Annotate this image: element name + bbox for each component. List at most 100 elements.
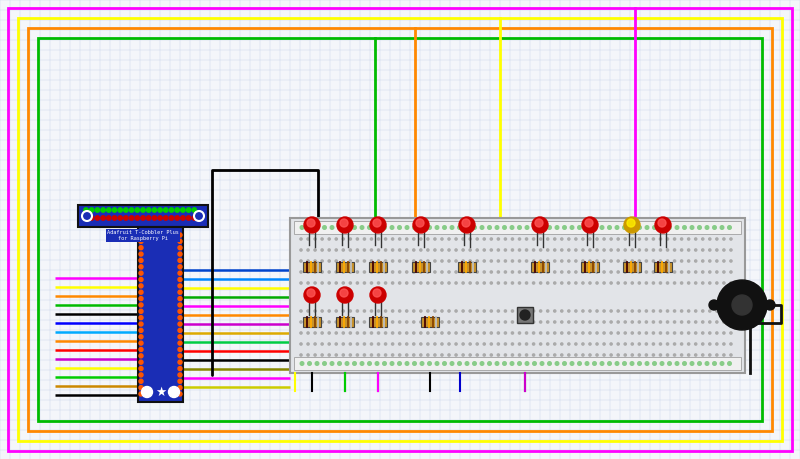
Circle shape <box>646 343 647 345</box>
Bar <box>531 262 549 272</box>
Circle shape <box>382 362 386 365</box>
Circle shape <box>674 354 676 356</box>
Circle shape <box>723 321 725 323</box>
Circle shape <box>441 332 443 334</box>
Circle shape <box>578 362 582 365</box>
Circle shape <box>596 321 598 323</box>
Circle shape <box>370 310 373 312</box>
Circle shape <box>483 321 486 323</box>
Circle shape <box>659 282 662 284</box>
Circle shape <box>730 343 732 345</box>
Circle shape <box>370 249 373 251</box>
Circle shape <box>631 354 634 356</box>
Circle shape <box>681 282 682 284</box>
Circle shape <box>582 354 584 356</box>
Circle shape <box>321 332 323 334</box>
Circle shape <box>406 282 408 284</box>
Circle shape <box>307 321 309 323</box>
Circle shape <box>555 362 558 365</box>
Circle shape <box>596 332 598 334</box>
Circle shape <box>353 226 356 230</box>
Circle shape <box>321 343 323 345</box>
Circle shape <box>578 226 582 230</box>
Circle shape <box>687 260 690 262</box>
Circle shape <box>723 282 725 284</box>
Circle shape <box>385 321 386 323</box>
Circle shape <box>561 332 563 334</box>
Circle shape <box>561 238 563 240</box>
Circle shape <box>603 271 605 273</box>
Circle shape <box>373 289 381 297</box>
Circle shape <box>164 208 168 212</box>
Circle shape <box>652 249 654 251</box>
Circle shape <box>448 282 450 284</box>
Circle shape <box>178 373 182 377</box>
Circle shape <box>139 373 143 377</box>
Circle shape <box>462 260 464 262</box>
Circle shape <box>441 321 443 323</box>
Circle shape <box>405 226 409 230</box>
Circle shape <box>101 208 106 212</box>
Circle shape <box>300 282 302 284</box>
Circle shape <box>638 362 642 365</box>
Circle shape <box>709 271 711 273</box>
Circle shape <box>546 321 549 323</box>
Circle shape <box>141 208 146 212</box>
Circle shape <box>483 282 486 284</box>
Circle shape <box>490 260 493 262</box>
Circle shape <box>638 310 641 312</box>
Circle shape <box>526 249 528 251</box>
Circle shape <box>363 238 366 240</box>
Circle shape <box>370 217 386 233</box>
Circle shape <box>586 226 589 230</box>
Circle shape <box>582 343 584 345</box>
Circle shape <box>90 216 94 220</box>
Circle shape <box>574 249 577 251</box>
Circle shape <box>668 226 671 230</box>
Bar <box>581 262 599 272</box>
Circle shape <box>192 216 197 220</box>
Circle shape <box>539 238 542 240</box>
Circle shape <box>398 310 401 312</box>
Bar <box>336 317 354 327</box>
Circle shape <box>660 226 664 230</box>
Circle shape <box>674 271 676 273</box>
Circle shape <box>546 310 549 312</box>
Circle shape <box>420 362 424 365</box>
Circle shape <box>694 354 697 356</box>
Circle shape <box>455 249 457 251</box>
Circle shape <box>350 321 351 323</box>
Circle shape <box>139 309 143 313</box>
Circle shape <box>554 332 556 334</box>
Circle shape <box>518 362 522 365</box>
Circle shape <box>385 282 386 284</box>
Circle shape <box>330 362 334 365</box>
Circle shape <box>356 332 358 334</box>
Circle shape <box>342 271 344 273</box>
Circle shape <box>462 282 464 284</box>
Circle shape <box>682 226 686 230</box>
Circle shape <box>681 343 682 345</box>
Circle shape <box>476 310 478 312</box>
Circle shape <box>406 321 408 323</box>
Circle shape <box>441 238 443 240</box>
Circle shape <box>398 354 401 356</box>
Circle shape <box>434 271 436 273</box>
Circle shape <box>342 321 344 323</box>
Circle shape <box>646 321 647 323</box>
Circle shape <box>378 260 380 262</box>
Circle shape <box>666 310 669 312</box>
Circle shape <box>391 321 394 323</box>
Circle shape <box>554 354 556 356</box>
Circle shape <box>308 362 311 365</box>
Circle shape <box>476 332 478 334</box>
Circle shape <box>300 310 302 312</box>
Circle shape <box>646 282 647 284</box>
Circle shape <box>413 260 415 262</box>
Circle shape <box>713 226 716 230</box>
Circle shape <box>130 216 134 220</box>
Circle shape <box>526 226 529 230</box>
Circle shape <box>448 238 450 240</box>
Circle shape <box>483 343 486 345</box>
Circle shape <box>568 238 570 240</box>
